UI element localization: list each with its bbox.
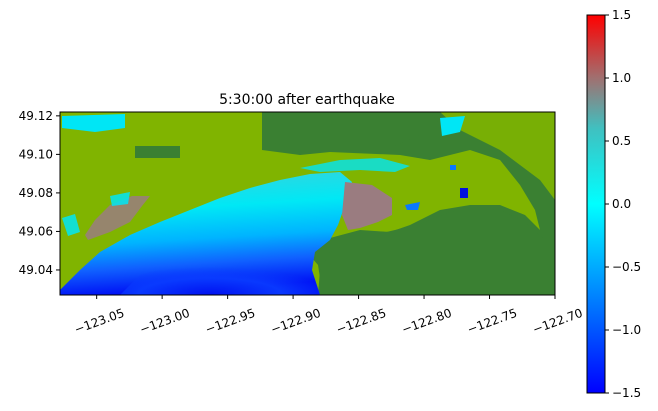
chart-title: 5:30:00 after earthquake (219, 92, 395, 108)
y-axis: 49.04 49.06 49.08 49.10 49.12 (19, 109, 60, 277)
y-tick-label: 49.06 (19, 224, 53, 238)
water-shallow-nw (62, 114, 125, 132)
colorbar-tick-label: 0.0 (612, 197, 631, 211)
water-shallow-west (62, 192, 130, 236)
colorbar-tick-label: −0.5 (612, 260, 641, 274)
colorbar-tick-label: 0.5 (612, 134, 631, 148)
surge-high-delta (342, 182, 392, 230)
x-axis: −123.05 −123.00 −122.95 −122.90 −122.85 −122.… (72, 295, 584, 337)
y-tick-label: 49.08 (19, 186, 53, 200)
y-tick-label: 49.10 (19, 147, 53, 161)
blue-ponds (405, 165, 456, 210)
x-tick-label: −122.90 (269, 306, 323, 337)
x-tick-label: −122.80 (400, 306, 454, 337)
y-tick-label: 49.04 (19, 263, 53, 277)
x-tick-label: −122.75 (465, 306, 519, 337)
land-dark-north-patch (262, 112, 440, 152)
deep-pond (460, 188, 468, 198)
x-tick-label: −122.85 (334, 306, 388, 337)
dark-patch-northwest (135, 146, 180, 158)
y-tick-label: 49.12 (19, 109, 53, 123)
map-image (60, 112, 555, 295)
x-tick-label: −122.70 (531, 306, 585, 337)
x-tick-label: −122.95 (203, 306, 257, 337)
water-shallow-ne (440, 116, 465, 136)
colorbar-tick-label: 1.0 (612, 71, 631, 85)
colorbar (586, 14, 606, 394)
colorbar-tick-label: 1.5 (612, 8, 631, 22)
bay-deep-water (120, 248, 320, 295)
channel-fringe (300, 158, 410, 172)
surge-high-west (85, 196, 150, 240)
plot-frame (59, 111, 556, 296)
colorbar-tick-label: −1.5 (612, 386, 641, 400)
x-tick-label: −123.00 (138, 306, 192, 337)
colorbar-axis: 1.5 1.0 0.5 0.0 −0.5 −1.0 −1.5 (605, 8, 641, 400)
land-dark-se (318, 208, 555, 295)
land-light-ne (440, 112, 555, 200)
x-tick-label: −123.05 (72, 306, 126, 337)
colorbar-tick-label: −1.0 (612, 323, 641, 337)
